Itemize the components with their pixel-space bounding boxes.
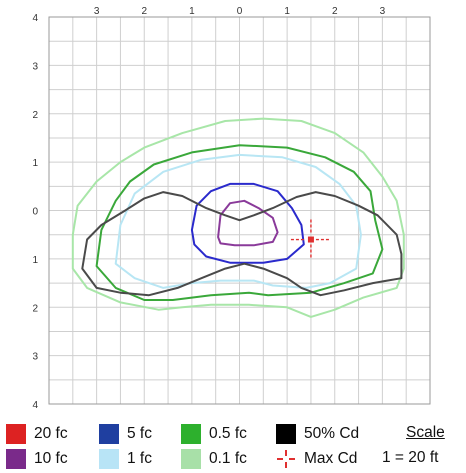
legend-label-01fc: 0.1 fc <box>209 450 247 467</box>
contour-0-1-fc <box>71 117 405 318</box>
crosshair-icon <box>276 449 296 469</box>
contour-1-fc <box>114 153 362 289</box>
legend-label-50cd: 50% Cd <box>304 425 360 442</box>
y-tick-label: 2 <box>32 303 38 314</box>
legend-item-10fc: 10 fc <box>6 447 68 471</box>
legend-label-5fc: 5 fc <box>127 425 152 442</box>
contours <box>71 117 405 318</box>
legend-swatch-01fc <box>181 449 201 469</box>
x-tick-labels: 3 2 1 0 1 2 3 <box>94 6 386 17</box>
legend-label-20fc: 20 fc <box>34 425 68 442</box>
max-cd-marker <box>290 219 331 260</box>
y-tick-label: 1 <box>32 255 38 266</box>
contour-10-fc <box>217 199 279 247</box>
legend-label-maxcd: Max Cd <box>304 450 358 467</box>
plot-border <box>48 16 431 405</box>
legend-swatch-10fc <box>6 449 26 469</box>
x-tick-label: 1 <box>189 6 195 17</box>
legend-swatch-5fc <box>99 424 119 444</box>
x-tick-label: 3 <box>94 6 100 17</box>
legend: 20 fc 5 fc 0.5 fc 50% Cd 10 fc 1 fc 0.1 … <box>0 420 466 473</box>
legend-item-05fc: 0.5 fc <box>181 422 247 446</box>
x-tick-label: 1 <box>284 6 290 17</box>
y-tick-label: 3 <box>32 61 38 72</box>
legend-item-20fc: 20 fc <box>6 422 68 446</box>
x-tick-label: 0 <box>237 6 243 17</box>
legend-label-10fc: 10 fc <box>34 450 68 467</box>
legend-item-5fc: 5 fc <box>99 422 152 446</box>
legend-swatch-1fc <box>99 449 119 469</box>
legend-item-01fc: 0.1 fc <box>181 447 247 471</box>
x-tick-label: 3 <box>380 6 386 17</box>
x-tick-label: 2 <box>141 6 147 17</box>
iso-plot: 3 2 1 0 1 2 3 4 3 2 1 0 1 2 3 4 <box>32 6 431 411</box>
y-tick-label: 4 <box>32 400 38 411</box>
y-tick-labels: 4 3 2 1 0 1 2 3 4 <box>32 13 38 411</box>
contour-50-cd <box>81 191 403 297</box>
y-tick-label: 3 <box>32 352 38 363</box>
contour-0-5-fc <box>95 144 384 301</box>
legend-item-maxcd: Max Cd <box>276 447 357 471</box>
legend-swatch-20fc <box>6 424 26 444</box>
y-tick-label: 4 <box>32 13 38 24</box>
legend-label-1fc: 1 fc <box>127 450 152 467</box>
max-cd-point <box>307 236 314 243</box>
legend-label-05fc: 0.5 fc <box>209 425 247 442</box>
y-tick-label: 1 <box>32 158 38 169</box>
scale-value: 1 = 20 ft <box>382 449 439 466</box>
y-tick-label: 2 <box>32 110 38 121</box>
x-tick-label: 2 <box>332 6 338 17</box>
legend-item-50cd: 50% Cd <box>276 422 359 446</box>
legend-swatch-05fc <box>181 424 201 444</box>
scale-title: Scale <box>406 424 445 441</box>
grid <box>48 16 431 405</box>
contour-5-fc <box>190 182 305 264</box>
y-tick-label: 0 <box>32 207 38 218</box>
legend-swatch-50cd <box>276 424 296 444</box>
legend-item-1fc: 1 fc <box>99 447 152 471</box>
